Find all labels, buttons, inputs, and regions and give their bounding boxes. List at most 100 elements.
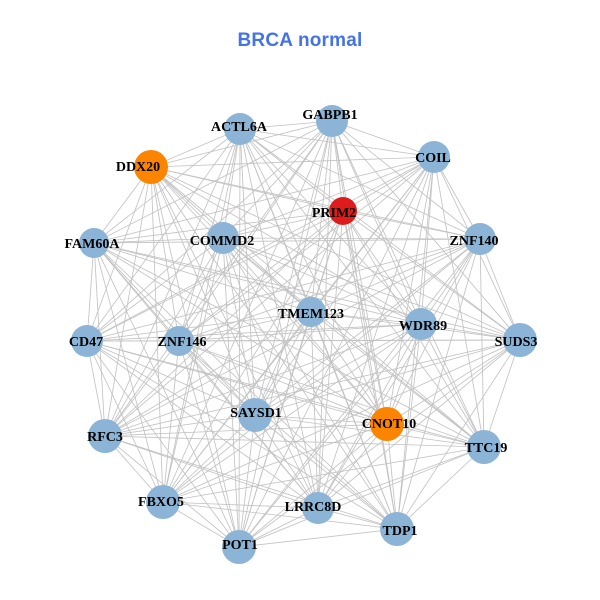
- graph-edge: [342, 210, 422, 325]
- graph-node-commd2: [207, 222, 239, 254]
- graph-edge: [104, 120, 333, 437]
- graph-edge: [254, 414, 485, 448]
- graph-edge: [386, 423, 398, 530]
- graph-node-tmem123: [296, 297, 326, 327]
- graph-edge: [150, 166, 422, 325]
- graph-edge: [93, 237, 224, 244]
- graph-edge: [331, 120, 521, 341]
- graph-edge: [479, 238, 485, 448]
- graph-edge: [239, 128, 481, 240]
- graph-node-ddx20: [134, 150, 168, 184]
- nodes-layer: [71, 105, 537, 564]
- graph-edge: [239, 128, 435, 158]
- graph-edge: [104, 435, 485, 448]
- graph-edge: [239, 128, 485, 448]
- graph-node-fam60a: [79, 228, 109, 258]
- graph-edge: [420, 238, 481, 325]
- graph-node-lrrc8d: [302, 492, 334, 524]
- graph-edge: [331, 120, 485, 448]
- graph-edge: [162, 423, 388, 503]
- graph-edge: [178, 237, 224, 342]
- node-label-wdr89: WDR89: [399, 319, 447, 334]
- graph-edge: [86, 340, 240, 548]
- graph-edge: [396, 446, 485, 530]
- graph-edge: [222, 237, 240, 548]
- graph-edge: [104, 340, 180, 437]
- graph-edge: [222, 237, 521, 341]
- graph-edge: [86, 340, 164, 503]
- graph-edge: [93, 128, 241, 244]
- graph-edge: [342, 210, 398, 530]
- graph-edge: [239, 128, 319, 509]
- graph-edge: [222, 156, 435, 239]
- graph-edge: [150, 156, 435, 168]
- graph-edge: [310, 311, 485, 448]
- graph-edge: [178, 340, 240, 548]
- graph-edge: [386, 339, 521, 425]
- graph-edge: [178, 340, 388, 425]
- graph-edge: [342, 210, 521, 341]
- graph-node-wdr89: [405, 308, 437, 340]
- graph-edge: [162, 238, 481, 503]
- graph-edge: [150, 166, 180, 342]
- graph-edge: [178, 340, 256, 416]
- graph-edge: [162, 414, 256, 503]
- graph-edge: [104, 128, 241, 437]
- graph-edge: [331, 120, 388, 425]
- graph-node-actl6a: [224, 113, 256, 145]
- graph-node-znf146: [164, 326, 194, 356]
- graph-edge: [222, 128, 241, 239]
- graph-edge: [178, 311, 312, 342]
- graph-edge: [93, 242, 164, 503]
- graph-edge: [93, 242, 521, 341]
- graph-edge: [162, 501, 398, 530]
- graph-edge: [222, 237, 485, 448]
- graph-edge: [162, 501, 319, 509]
- node-label-fbxo5: FBXO5: [138, 495, 184, 510]
- graph-edge: [150, 166, 164, 503]
- graph-edge: [104, 435, 319, 509]
- node-label-suds3: SUDS3: [495, 335, 538, 350]
- graph-edge: [93, 242, 485, 448]
- graph-edge: [317, 423, 388, 509]
- graph-edge: [254, 414, 388, 425]
- node-label-pot1: POT1: [222, 538, 258, 553]
- graph-edge: [238, 311, 312, 548]
- graph-edge: [238, 339, 521, 548]
- graph-node-gabpb1: [316, 105, 348, 137]
- graph-edge: [162, 210, 344, 503]
- graph-node-cd47: [71, 325, 103, 357]
- graph-edge: [396, 238, 481, 530]
- graph-edge: [254, 414, 398, 530]
- graph-edge: [162, 323, 422, 503]
- graph-edge: [254, 339, 521, 416]
- graph-edge: [254, 414, 319, 509]
- node-label-tdp1: TDP1: [383, 524, 418, 539]
- graph-edge: [331, 120, 398, 530]
- graph-node-cnot10: [370, 407, 404, 441]
- node-label-cd47: CD47: [69, 335, 103, 350]
- graph-edge: [396, 156, 435, 530]
- graph-edge: [93, 242, 312, 313]
- graph-edge: [222, 237, 312, 313]
- graph-edge: [222, 237, 256, 416]
- graph-edge: [222, 237, 481, 240]
- graph-edge: [238, 128, 241, 548]
- graph-edge: [239, 128, 388, 425]
- graph-edge: [420, 156, 435, 325]
- graph-edge: [93, 120, 333, 244]
- node-label-saysd1: SAYSD1: [230, 406, 282, 421]
- graph-edge: [396, 323, 422, 530]
- graph-edge: [104, 339, 521, 437]
- graph-node-prim2: [329, 197, 357, 225]
- graph-edge: [86, 311, 312, 342]
- node-label-ddx20: DDX20: [116, 160, 160, 175]
- graph-edge: [86, 323, 422, 342]
- graph-edge: [104, 323, 422, 437]
- node-label-coil: COIL: [415, 151, 451, 166]
- graph-edge: [86, 340, 256, 416]
- graph-edge: [86, 210, 344, 342]
- node-label-prim2: PRIM2: [312, 206, 356, 221]
